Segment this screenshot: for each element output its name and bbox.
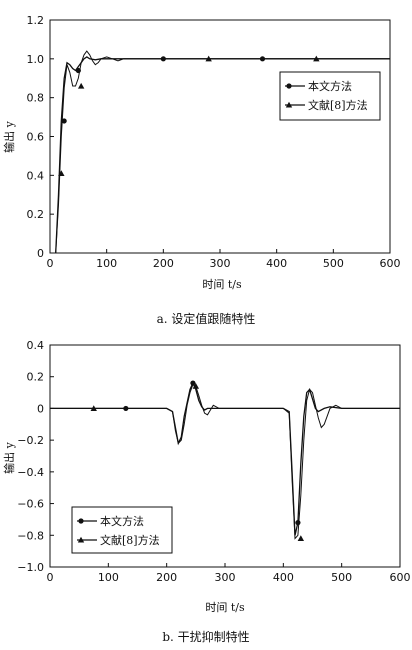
y-tick-label: −0.8 bbox=[17, 529, 44, 542]
chart-a-series bbox=[55, 50, 390, 254]
x-tick-label: 0 bbox=[47, 571, 54, 584]
x-tick-label: 100 bbox=[96, 257, 117, 270]
y-tick-label: 0.8 bbox=[27, 92, 45, 105]
legend-marker bbox=[286, 83, 292, 89]
legend-label: 本文方法 bbox=[100, 514, 144, 528]
chart-b-series bbox=[50, 380, 400, 542]
x-tick-label: 500 bbox=[323, 257, 344, 270]
x-tick-label: 0 bbox=[47, 257, 54, 270]
series-1-marker bbox=[295, 520, 301, 526]
chart-b-ticks: 0 100 200 300 400 500 600 0.4 0.2 0 −0.2 −0.4 −0.6 −0… bbox=[17, 339, 410, 584]
series-2-marker bbox=[313, 55, 320, 62]
y-tick-label: 0 bbox=[37, 402, 44, 415]
chart-a-ylabel: 输出 y bbox=[2, 120, 16, 152]
series-2-marker bbox=[90, 405, 97, 411]
chart-b: 0 100 200 300 400 500 600 0.4 0.2 0 −0.2 −0.4 −0.6 −0… bbox=[2, 339, 411, 644]
series-2-marker bbox=[58, 170, 65, 176]
chart-a-caption: a. 设定值跟随特性 bbox=[157, 311, 256, 326]
x-tick-label: 400 bbox=[266, 257, 287, 270]
y-tick-label: 0.6 bbox=[27, 131, 45, 144]
y-tick-label: 0.4 bbox=[27, 169, 45, 182]
chart-a: 0 100 200 300 400 500 600 0 0.2 0.4 0.6 0.8 1.0 1.2 本… bbox=[2, 14, 401, 326]
x-tick-label: 600 bbox=[390, 571, 411, 584]
chart-b-ylabel: 输出 y bbox=[2, 441, 16, 473]
legend-label: 文献[8]方法 bbox=[308, 98, 368, 112]
series-2-marker bbox=[205, 55, 212, 62]
x-tick-label: 300 bbox=[210, 257, 231, 270]
y-tick-label: 1.0 bbox=[27, 53, 45, 66]
legend-box bbox=[279, 71, 381, 121]
legend-marker bbox=[285, 101, 293, 108]
series-2-marker bbox=[77, 82, 85, 89]
legend-label: 文献[8]方法 bbox=[100, 533, 160, 547]
y-tick-label: −0.2 bbox=[17, 434, 44, 447]
y-tick-label: −1.0 bbox=[17, 561, 44, 574]
series-1-marker bbox=[190, 380, 196, 386]
series-2-marker bbox=[297, 535, 305, 542]
y-tick-label: 0.4 bbox=[27, 339, 45, 352]
chart-a-ticks: 0 100 200 300 400 500 600 0 0.2 0.4 0.6 0.8 1.0 1.2 bbox=[27, 14, 401, 270]
series-2-marker bbox=[192, 383, 200, 389]
legend-marker bbox=[77, 536, 85, 543]
series-line-2 bbox=[50, 383, 400, 540]
x-tick-label: 200 bbox=[153, 257, 174, 270]
x-tick-label: 300 bbox=[215, 571, 236, 584]
chart-a-plot-area bbox=[49, 19, 391, 254]
y-tick-label: 0.2 bbox=[27, 371, 45, 384]
legend-label: 本文方法 bbox=[308, 79, 352, 93]
x-tick-label: 400 bbox=[273, 571, 294, 584]
y-tick-label: −0.6 bbox=[17, 498, 44, 511]
x-tick-label: 600 bbox=[380, 257, 401, 270]
series-line-2 bbox=[55, 50, 390, 254]
chart-b-caption: b. 干扰抑制特性 bbox=[162, 629, 249, 644]
y-tick-label: 1.2 bbox=[27, 14, 45, 27]
series-1-marker bbox=[61, 118, 67, 124]
x-tick-label: 200 bbox=[156, 571, 177, 584]
chart-b-xlabel: 时间 t/s bbox=[205, 601, 245, 614]
y-tick-label: 0.2 bbox=[27, 208, 45, 221]
y-tick-label: 0 bbox=[37, 247, 44, 260]
chart-a-xlabel: 时间 t/s bbox=[202, 278, 242, 291]
x-tick-label: 100 bbox=[98, 571, 119, 584]
y-tick-label: −0.4 bbox=[17, 466, 44, 479]
legend-marker bbox=[78, 518, 84, 524]
x-tick-label: 500 bbox=[331, 571, 352, 584]
legend-box bbox=[71, 506, 173, 554]
